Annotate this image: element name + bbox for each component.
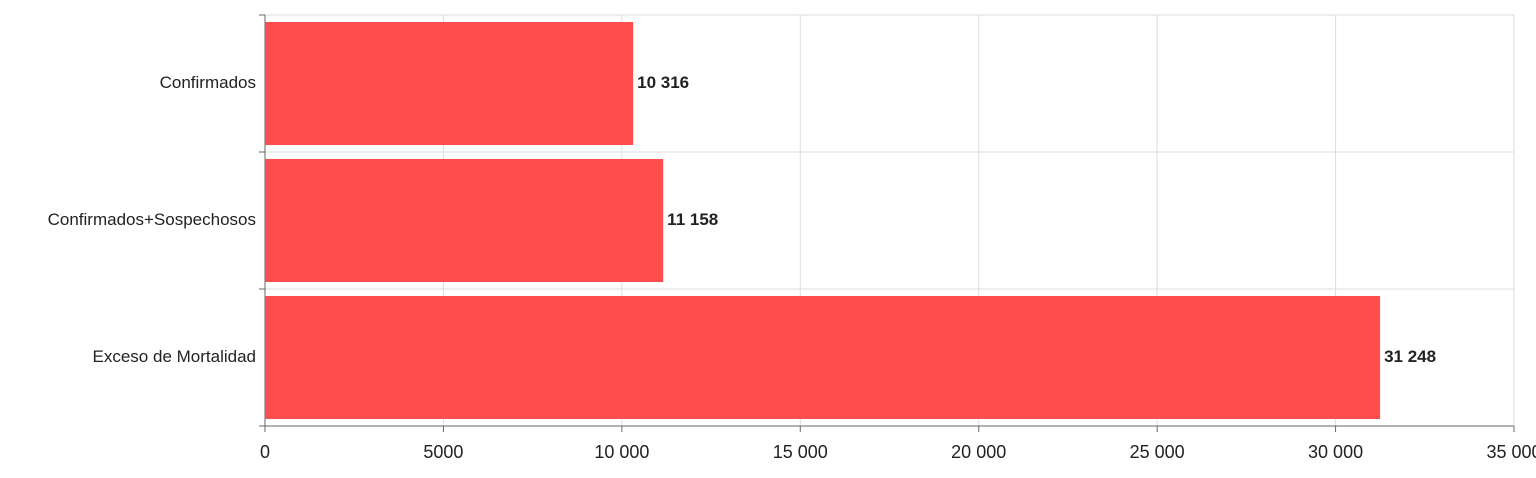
x-tick-label: 30 000 [1308, 442, 1363, 462]
bar [265, 159, 664, 282]
y-tick-label: Confirmados [160, 73, 256, 92]
y-tick-label: Confirmados+Sospechosos [48, 210, 256, 229]
x-tick-label: 25 000 [1130, 442, 1185, 462]
x-tick-label: 15 000 [773, 442, 828, 462]
y-tick-label: Exceso de Mortalidad [93, 347, 256, 366]
value-label: 31 248 [1384, 347, 1436, 366]
x-tick-label: 35 000 [1486, 442, 1536, 462]
bar [265, 296, 1381, 419]
x-tick-label: 20 000 [951, 442, 1006, 462]
bar [265, 22, 634, 145]
x-tick-label: 0 [260, 442, 270, 462]
x-tick-label: 5000 [423, 442, 463, 462]
x-tick-label: 10 000 [594, 442, 649, 462]
value-label: 11 158 [667, 210, 718, 229]
value-label: 10 316 [637, 73, 689, 92]
